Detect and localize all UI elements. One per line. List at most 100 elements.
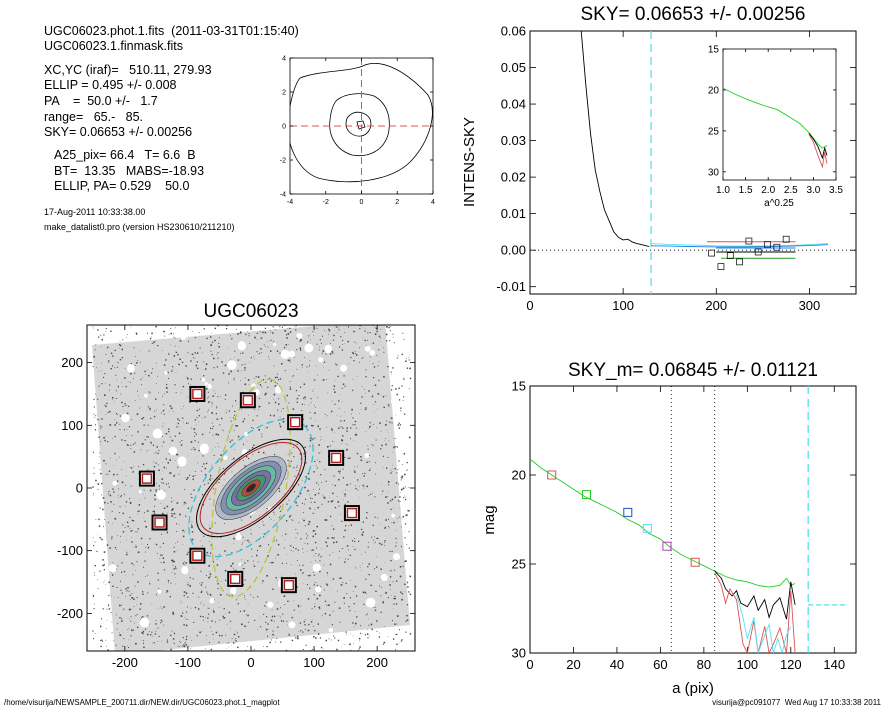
y-tick-label: 30 xyxy=(708,167,720,178)
sky-box xyxy=(189,385,206,402)
sky-box xyxy=(343,505,360,522)
sky-series-0 xyxy=(580,31,650,247)
contour-core xyxy=(356,120,366,130)
mag-series-0 xyxy=(530,458,796,588)
sky-box-marker xyxy=(708,249,715,257)
sky-box xyxy=(189,547,206,564)
inset-xlabel: a^0.25 xyxy=(764,198,794,209)
y-tick-label: -4 xyxy=(280,191,286,198)
sky-box xyxy=(227,570,244,587)
x-tick-label: 100 xyxy=(736,657,758,672)
y-tick-label: 0.06 xyxy=(501,24,526,39)
x-tick-label: 3.5 xyxy=(829,185,843,196)
x-tick-label: -2 xyxy=(323,199,329,206)
sky-box-inner xyxy=(346,507,358,519)
y-tick-label: 0.05 xyxy=(501,60,526,75)
y-tick-label: 0.01 xyxy=(501,206,526,221)
mag-marker xyxy=(623,507,633,517)
sky-box xyxy=(138,470,155,487)
ellipse-outer-dotted xyxy=(211,378,291,598)
sky-box-marker xyxy=(764,241,771,249)
mag-marker xyxy=(662,541,672,551)
contour-outer xyxy=(290,63,433,183)
ellipse-isophote-black xyxy=(196,438,306,538)
inset-series-1 xyxy=(808,133,828,160)
param-line-1: A25_pix= 66.4 T= 6.6 B xyxy=(54,148,196,162)
y-tick-label: -0.01 xyxy=(496,279,526,294)
inset-series-2 xyxy=(808,133,828,169)
x-tick-label: 2.5 xyxy=(784,185,798,196)
mag-marker xyxy=(582,490,592,500)
sky-box-marker xyxy=(736,258,743,266)
date-stamp: 17-Aug-2011 10:33:38.00 xyxy=(44,207,146,217)
param-line-3: ELLIP, PA= 0.529 50.0 xyxy=(54,179,190,193)
sky-box xyxy=(239,392,256,409)
param-line-2: BT= 13.35 MABS=-18.93 xyxy=(54,164,205,178)
x-tick-label: 100 xyxy=(303,655,325,670)
x-tick-label: 0 xyxy=(526,298,533,313)
y-tick-label: 0 xyxy=(282,123,286,130)
sky-profile-panel: 0 100 200 300 -0.01 0.00 0.01 0.02 0.03 0.04 0.05 0… xyxy=(496,24,857,313)
y-tick-label: -200 xyxy=(57,606,83,621)
x-tick-label: 140 xyxy=(823,657,845,672)
header-line-1: UGC06023.phot.1.fits (2011-03-31T01:15:4… xyxy=(44,24,299,38)
sky-box xyxy=(328,449,345,466)
x-tick-label: 2 xyxy=(395,199,399,206)
sky-series-1 xyxy=(651,243,829,247)
x-tick-label: -200 xyxy=(112,655,138,670)
sky-profile-frame xyxy=(529,30,857,295)
x-tick-label: 3.0 xyxy=(806,185,820,196)
sky-box xyxy=(151,514,168,531)
sky-box-inner xyxy=(141,473,153,484)
mag-series-3 xyxy=(736,594,792,653)
stat-line-4: range= 65.- 85. xyxy=(44,110,144,124)
x-tick-label: 20 xyxy=(566,657,580,672)
stat-line-1: XC,YC (iraf)= 510.11, 279.93 xyxy=(44,63,212,77)
mag-series-1 xyxy=(714,570,796,620)
mag-profile-xlabel: a (pix) xyxy=(672,680,714,697)
sky-box-marker xyxy=(782,235,790,243)
y-tick-label: 20 xyxy=(512,468,526,483)
x-tick-label: 1.0 xyxy=(716,185,730,196)
sky-box-marker xyxy=(726,252,734,259)
x-tick-label: 1.5 xyxy=(739,185,753,196)
y-tick-label: 2 xyxy=(282,89,286,96)
x-tick-label: 200 xyxy=(366,655,388,670)
sky-box-inner xyxy=(154,517,165,528)
sky-box-inner xyxy=(289,416,301,428)
y-tick-label: -100 xyxy=(57,543,83,558)
program-name: make_datalist0.pro (version HS230610/211… xyxy=(44,222,235,232)
y-tick-label: 20 xyxy=(708,85,720,96)
footer-user: visurija@pc091077 Wed Aug 17 10:33:38 20… xyxy=(712,698,881,707)
sky-box-inner xyxy=(192,388,203,400)
sky-box-inner xyxy=(192,550,203,561)
sky-box-marker xyxy=(717,263,725,270)
stat-line-3: PA = 50.0 +/- 1.7 xyxy=(44,94,158,108)
x-tick-label: 200 xyxy=(705,298,727,313)
galaxy-image-panel: -200 -100 0 100 200 -200 -100 0 100 200 xyxy=(57,324,416,670)
contour-middle xyxy=(329,93,390,157)
mag-series-2 xyxy=(714,572,796,653)
y-tick-label: 25 xyxy=(512,557,526,572)
x-tick-label: 40 xyxy=(610,657,624,672)
mag-profile-panel: 0 20 40 60 80 100 120 140 15 20 25 30 xyxy=(512,379,857,672)
sky-box-inner xyxy=(229,573,241,585)
footer-path: /home/visurija/NEWSAMPLE_200711.dir/NEW.… xyxy=(4,698,280,707)
mag-profile-ylabel: mag xyxy=(481,505,498,534)
sky-series-2 xyxy=(651,244,829,248)
x-tick-label: 0 xyxy=(526,657,533,672)
y-tick-label: 25 xyxy=(708,126,720,137)
x-tick-label: 80 xyxy=(697,657,711,672)
y-tick-label: 0.04 xyxy=(501,97,526,112)
y-tick-label: 30 xyxy=(512,646,526,661)
x-tick-label: -4 xyxy=(287,199,293,206)
y-tick-label: -2 xyxy=(280,157,286,164)
galaxy-isophote-6 xyxy=(246,483,256,493)
x-tick-label: 4 xyxy=(431,199,435,206)
galaxy-image-title: UGC06023 xyxy=(203,301,298,322)
sky-profile-title: SKY= 0.06653 +/- 0.00256 xyxy=(580,4,805,25)
y-tick-label: 4 xyxy=(282,55,286,62)
y-tick-label: 15 xyxy=(512,379,526,394)
sky-box-inner xyxy=(242,394,254,406)
masked-regions xyxy=(108,332,405,648)
